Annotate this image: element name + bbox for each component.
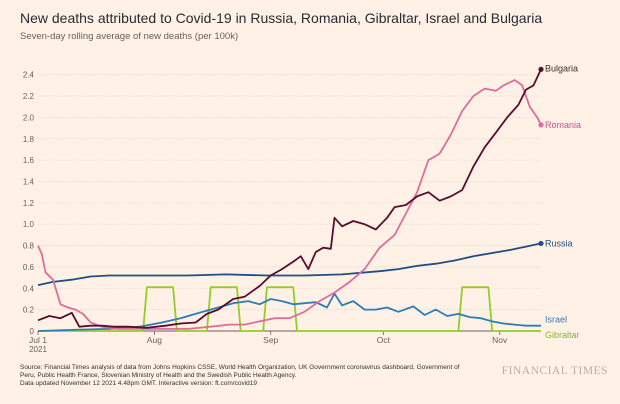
y-axis-ticks: 0 0.2 0.4 0.6 0.8 1.0 1.2 1.4 1.6 1.8 2.0 2.2 2.4 — [23, 71, 35, 336]
y-tick-label: 0.4 — [23, 284, 35, 293]
source-note: Source: Financial Times analysis of data… — [20, 364, 500, 389]
series-lines — [37, 66, 544, 332]
y-tick-label: 2.4 — [23, 71, 35, 80]
y-tick-label: 0.6 — [23, 263, 35, 272]
gridlines — [38, 74, 541, 332]
y-tick-label: 1.0 — [23, 220, 35, 229]
x-tick-label: Aug — [147, 335, 162, 345]
series-line-bulgaria — [37, 68, 542, 329]
y-tick-label: 2.0 — [23, 113, 35, 122]
y-tick-label: 1.6 — [23, 156, 35, 165]
series-labels: Gibraltar Israel Russia Romania Bulgaria — [545, 63, 581, 340]
source-line-1: Source: Financial Times analysis of data… — [20, 364, 460, 371]
y-tick-label: 0 — [30, 327, 35, 336]
x-tick-label: Nov — [492, 335, 508, 345]
series-label-israel: Israel — [545, 315, 567, 325]
ft-logo: FINANCIAL TIMES — [501, 365, 608, 377]
series-line-gibraltar — [38, 286, 541, 332]
y-tick-label: 0.2 — [23, 306, 35, 315]
x-tick-label: Oct — [377, 335, 391, 345]
series-endpoint-bulgaria — [538, 66, 544, 72]
series-label-romania: Romania — [545, 120, 581, 130]
series-label-russia: Russia — [545, 238, 573, 248]
x-tick-sublabel: 2021 — [29, 345, 47, 354]
series-line-romania — [37, 79, 542, 330]
source-line-3: Data updated November 12 2021 4.48pm GMT… — [20, 380, 258, 388]
y-tick-label: 2.2 — [23, 92, 35, 101]
line-chart: 0 0.2 0.4 0.6 0.8 1.0 1.2 1.4 1.6 1.8 2.0 2.2 2.4 Ju… — [23, 63, 581, 354]
series-endpoint-romania — [538, 122, 544, 128]
source-line-2: Peru, Public Health France, Slovenian Mi… — [20, 372, 297, 380]
chart-subtitle: Seven-day rolling average of new deaths … — [20, 31, 239, 42]
series-label-gibraltar: Gibraltar — [545, 330, 580, 340]
series-endpoint-russia — [538, 240, 544, 247]
series-line-israel — [37, 292, 541, 332]
y-tick-label: 1.4 — [23, 177, 35, 186]
y-tick-label: 0.8 — [23, 242, 35, 251]
y-tick-label: 1.8 — [23, 135, 35, 144]
x-tick-label: Jul 1 — [29, 335, 47, 345]
chart-title: New deaths attributed to Covid-19 in Rus… — [20, 10, 543, 26]
series-line-russia — [37, 242, 542, 286]
x-tick-label: Sep — [263, 335, 278, 345]
y-tick-label: 1.2 — [23, 199, 35, 208]
series-label-bulgaria: Bulgaria — [545, 63, 578, 73]
